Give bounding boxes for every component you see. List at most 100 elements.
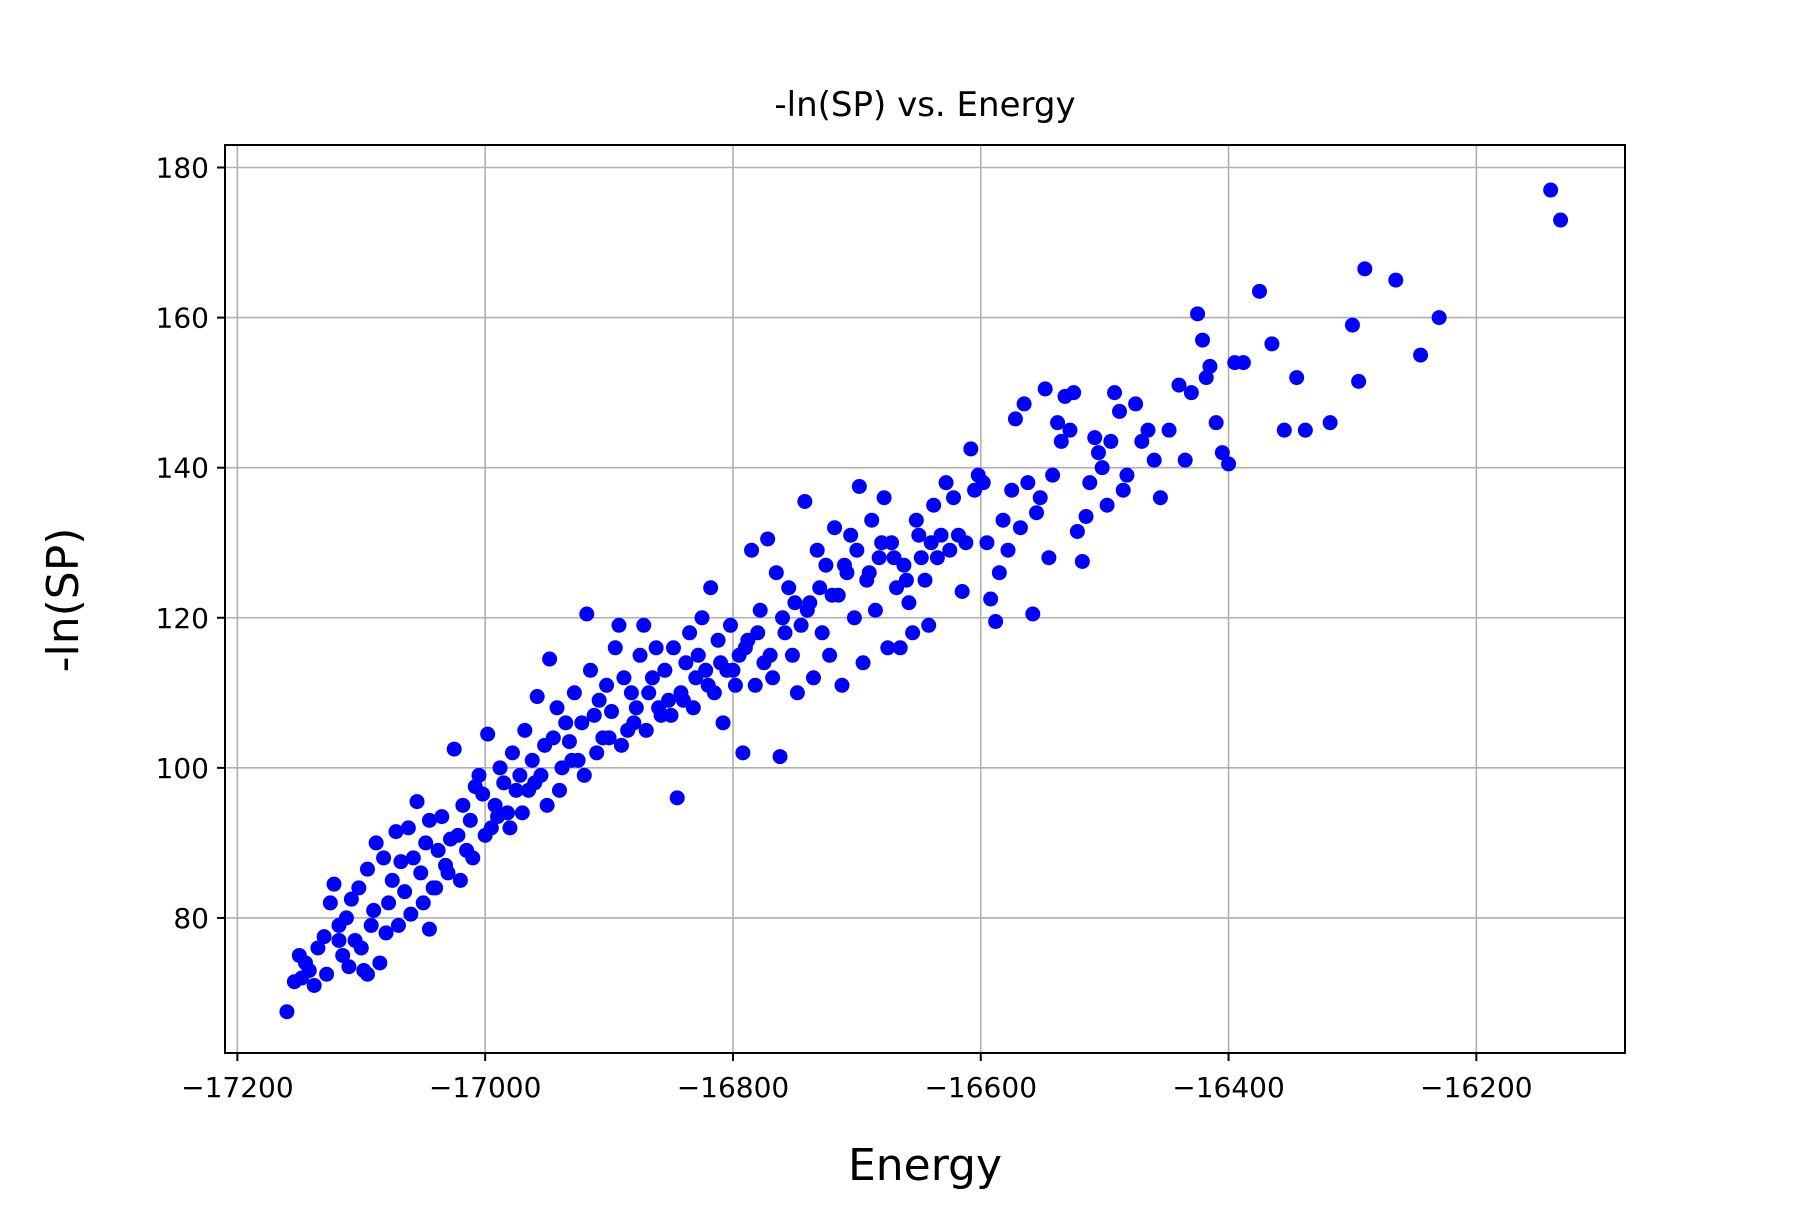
scatter-point [735, 745, 751, 761]
scatter-point [1012, 520, 1028, 536]
scatter-point [462, 812, 478, 828]
scatter-point [378, 925, 394, 941]
scatter-point [641, 685, 657, 701]
x-axis-title: Energy [848, 1140, 1002, 1191]
scatter-point [908, 512, 924, 528]
scatter-point [381, 895, 397, 911]
scatter-point [1198, 370, 1214, 386]
scatter-point [1388, 272, 1404, 288]
scatter-point [1020, 475, 1036, 491]
plot-frame [224, 144, 1626, 1054]
scatter-point [905, 625, 921, 641]
scatter-point [1351, 373, 1367, 389]
chart-title: -ln(SP) vs. Energy [774, 85, 1075, 125]
scatter-point [1032, 490, 1048, 506]
scatter-point [784, 647, 800, 663]
scatter-point [1103, 433, 1119, 449]
scatter-point [418, 835, 434, 851]
scatter-point [929, 550, 945, 566]
scatter-point [713, 655, 729, 671]
scatter-point [1004, 482, 1020, 498]
scatter-point [390, 917, 406, 933]
scatter-point [688, 670, 704, 686]
scatter-point [601, 730, 617, 746]
scatter-point [727, 677, 743, 693]
scatter-point [722, 617, 738, 633]
scatter-point [913, 550, 929, 566]
scatter-point [480, 726, 496, 742]
y-tick-label: 120 [156, 602, 209, 635]
scatter-point [452, 872, 468, 888]
scatter-point [539, 797, 555, 813]
scatter-point [849, 542, 865, 558]
scatter-point [663, 707, 679, 723]
scatter-point [430, 842, 446, 858]
scatter-point [636, 617, 652, 633]
scatter-point [529, 689, 545, 705]
scatter-point [921, 617, 937, 633]
scatter-point [545, 730, 561, 746]
scatter-point [504, 745, 520, 761]
scatter-point [1214, 445, 1230, 461]
scatter-point [359, 966, 375, 982]
scatter-point [710, 632, 726, 648]
scatter-point [1134, 433, 1150, 449]
scatter-point [338, 910, 354, 926]
scatter-point [867, 602, 883, 618]
scatter-point [527, 775, 543, 791]
scatter-point [836, 557, 852, 573]
scatter-point [975, 475, 991, 491]
scatter-point [279, 1004, 295, 1020]
scatter-point [1041, 550, 1057, 566]
scatter-point [428, 880, 444, 896]
scatter-point [1195, 332, 1211, 348]
scatter-point [582, 662, 598, 678]
scatter-point [316, 929, 332, 945]
scatter-point [886, 550, 902, 566]
scatter-point [768, 565, 784, 581]
scatter-point [552, 782, 568, 798]
scatter-point [403, 906, 419, 922]
scatter-point [1297, 422, 1313, 438]
scatter-point [737, 640, 753, 656]
scatter-point [1112, 403, 1128, 419]
points-layer [279, 182, 1569, 1020]
scatter-point [1190, 306, 1206, 322]
scatter-point [818, 557, 834, 573]
y-axis-title: -ln(SP) [38, 528, 89, 673]
scatter-point [1078, 508, 1094, 524]
scatter-point [892, 640, 908, 656]
scatter-point [576, 767, 592, 783]
scatter-point [644, 670, 660, 686]
scatter-point [911, 527, 927, 543]
scatter-point [809, 542, 825, 558]
scatter-point [465, 850, 481, 866]
scatter-point [824, 587, 840, 603]
scatter-point [496, 775, 512, 791]
scatter-point [744, 542, 760, 558]
scatter-point [1161, 422, 1177, 438]
scatter-point [326, 876, 342, 892]
scatter-point [1276, 422, 1292, 438]
scatter-point [814, 625, 830, 641]
scatter-point [876, 490, 892, 506]
scatter-point [611, 617, 627, 633]
scatter-point [923, 535, 939, 551]
scatter-point [669, 790, 685, 806]
scatter-point [607, 640, 623, 656]
scatter-point [1016, 396, 1032, 412]
scatter-point [291, 947, 307, 963]
scatter-point [1146, 452, 1162, 468]
scatter-point [690, 647, 706, 663]
scatter-point [765, 670, 781, 686]
scatter-point [1115, 482, 1131, 498]
scatter-point [1087, 430, 1103, 446]
scatter-point [397, 884, 413, 900]
scatter-point [616, 670, 632, 686]
scatter-point [898, 572, 914, 588]
scatter-point [1235, 355, 1251, 371]
x-tick-label: −17000 [429, 1071, 542, 1104]
scatter-point [703, 580, 719, 596]
scatter-point [760, 531, 776, 547]
